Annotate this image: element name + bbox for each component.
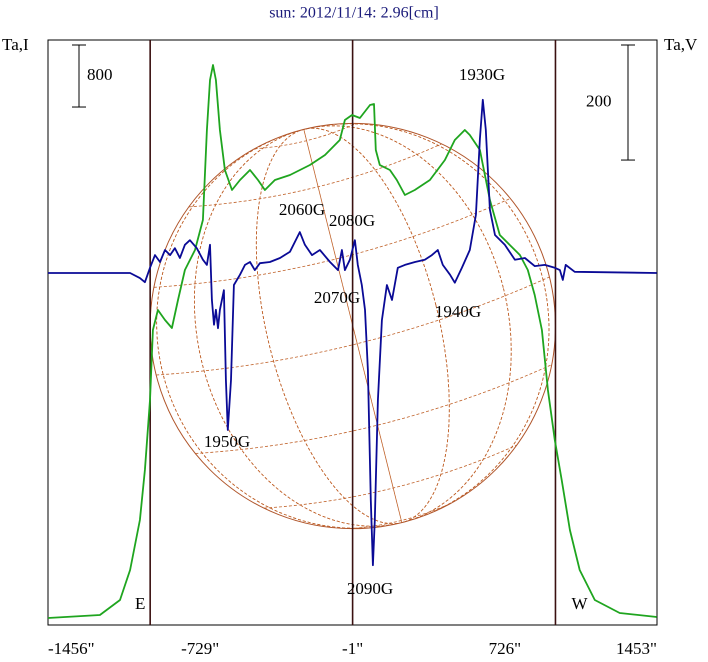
annotation: 1950G xyxy=(204,432,250,451)
x-tick-label: -1" xyxy=(342,639,363,658)
annotation: 2090G xyxy=(347,579,393,598)
annotation: 2080G xyxy=(329,211,375,230)
y2-scale-bar-label: 200 xyxy=(586,91,612,110)
series-line xyxy=(48,98,657,567)
parallel xyxy=(254,123,357,150)
parallel xyxy=(349,502,452,530)
annotation: 1940G xyxy=(435,302,481,321)
x-tick-label: -1456" xyxy=(48,639,95,658)
parallel xyxy=(156,276,550,376)
annotation: 2070G xyxy=(314,288,360,307)
y-scale-bar-label: 800 xyxy=(87,65,113,84)
parallel xyxy=(188,143,442,208)
y2-axis-label: Ta,V xyxy=(664,35,698,54)
chart-title: sun: 2012/11/14: 2.96[cm] xyxy=(269,5,439,22)
annotation: 1930G xyxy=(459,65,505,84)
series-line xyxy=(47,64,657,619)
y-axis-label: Ta,I xyxy=(2,35,29,54)
parallel xyxy=(263,444,517,509)
annotation: 2060G xyxy=(279,200,325,219)
x-tick-label: -729" xyxy=(181,639,219,658)
limb-label: W xyxy=(571,594,588,613)
limb-label: E xyxy=(135,594,145,613)
x-tick-label: 1453" xyxy=(616,639,657,658)
x-tick-label: 726" xyxy=(489,639,521,658)
